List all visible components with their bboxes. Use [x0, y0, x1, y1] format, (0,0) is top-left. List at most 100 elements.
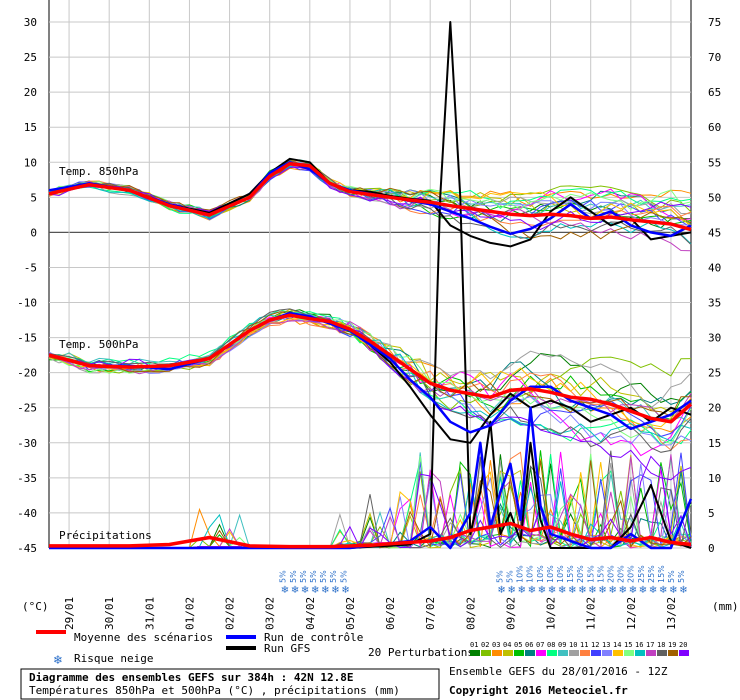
right-tick-label: 10	[708, 472, 721, 485]
x-tick-label: 12/02	[625, 597, 638, 630]
perturbation-number: 05	[514, 641, 522, 649]
x-tick-label: 09/02	[504, 597, 517, 630]
snow-risk-b-pct: 10%	[526, 565, 535, 583]
series-mean-precip	[49, 521, 692, 549]
x-axis-ticks: 29/01 30/01 31/01 01/02 02/02 03/02 04/02 05/02…	[63, 597, 678, 630]
copyright: Copyright 2016 Meteociel.fr	[449, 684, 628, 697]
perturbation-swatch	[481, 650, 491, 656]
snow-risk-b-pct: 10%	[536, 565, 545, 583]
right-tick-label: 15	[708, 437, 721, 450]
left-tick-label: 20	[24, 86, 37, 99]
snow-risk-a-pct: 5%	[299, 570, 308, 583]
perturbation-swatch	[569, 650, 579, 656]
snow-risk-b-pct: 10%	[516, 565, 525, 583]
snowflake-icon: ❄	[629, 585, 637, 596]
perturbation-swatch	[657, 650, 667, 656]
snowflake-icon: ❄	[598, 585, 606, 596]
series-mean-t500	[48, 313, 693, 424]
chart-subtitle: Températures 850hPa et 500hPa (°C) , pré…	[29, 684, 400, 697]
x-tick-label: 02/02	[224, 597, 237, 630]
x-tick-label: 05/02	[344, 597, 357, 630]
x-tick-label: 31/01	[143, 597, 156, 630]
snowflake-icon: ❄	[679, 585, 687, 596]
chart-title: Diagramme des ensembles GEFS sur 384h : …	[29, 671, 354, 684]
snow-risk-b-pct: 25%	[647, 565, 656, 583]
snow-risk-b-pct: 5%	[506, 570, 515, 583]
perturbation-number: 15	[624, 641, 632, 649]
perturbation-color-legend: 01 02 03 04 05 06 07 08 09 10 11 12 13 14 15 16 17 18 19 20	[470, 641, 689, 656]
x-tick-label: 06/02	[384, 597, 397, 630]
snowflake-icon: ❄	[659, 585, 667, 596]
x-tick-label: 01/02	[183, 597, 196, 630]
left-tick-label: -30	[17, 437, 37, 450]
snowflake-icon: ❄	[291, 585, 299, 596]
perturbation-number: 18	[657, 641, 665, 649]
x-tick-label: 10/02	[545, 597, 558, 630]
snow-risk-a-pct: 5%	[319, 570, 328, 583]
snow-risk-b-pct: 20%	[576, 565, 585, 583]
legend-mean-label: Moyenne des scénarios	[74, 631, 213, 644]
snowflake-icon: ❄	[649, 585, 657, 596]
snow-risk-b-pct: 10%	[556, 565, 565, 583]
perturbation-swatch	[602, 650, 612, 656]
snowflake-icon: ❄	[528, 585, 536, 596]
snow-risk-a-pct: 5%	[309, 570, 318, 583]
snow-risk-b-pct: 15%	[596, 565, 605, 583]
perturbation-swatch	[679, 650, 689, 656]
snow-risk-b-pct: 5%	[495, 570, 504, 583]
snow-risk-a-pct: 5%	[289, 570, 298, 583]
perturbation-number: 01	[470, 641, 478, 649]
perturbation-swatch	[525, 650, 535, 656]
perturbation-number: 06	[525, 641, 533, 649]
legend-perturbations-label: 20 Perturbations	[368, 646, 474, 659]
perturbation-number: 16	[635, 641, 643, 649]
perturbation-number: 17	[646, 641, 654, 649]
right-tick-label: 60	[708, 121, 721, 134]
snowflake-icon: ❄	[669, 585, 677, 596]
perturbation-number: 12	[591, 641, 599, 649]
left-tick-label: -25	[17, 402, 37, 415]
snow-risk-a-pct: 5%	[339, 570, 348, 583]
snowflake-icon: ❄	[639, 585, 647, 596]
snowflake-icon: ❄	[497, 585, 505, 596]
snow-risk-b-pct: 5%	[677, 570, 686, 583]
snow-risk-b-pct: 25%	[637, 565, 646, 583]
left-axis-unit: (°C)	[22, 600, 49, 613]
x-tick-label: 13/02	[665, 597, 678, 630]
snow-risk-b-pct: 20%	[617, 565, 626, 583]
left-tick-label: -10	[17, 297, 37, 310]
perturbation-18-t500	[48, 308, 692, 453]
legend-snow-label: Risque neige	[74, 652, 153, 665]
left-tick-label: -15	[17, 332, 37, 345]
perturbation-number: 20	[679, 641, 687, 649]
right-tick-label: 65	[708, 86, 721, 99]
perturbation-number: 13	[602, 641, 610, 649]
left-tick-label: -45	[17, 542, 37, 555]
left-tick-label: -20	[17, 367, 37, 380]
perturbation-swatch	[558, 650, 568, 656]
left-axis-ticks: 30 25 20 15 10 5 0 -5 -10 -15 -20 -25 -30 -35 -40 -45	[17, 16, 37, 555]
perturbation-swatch	[514, 650, 524, 656]
left-tick-label: 10	[24, 156, 37, 169]
panel-label-t500: Temp. 500hPa	[59, 338, 138, 351]
legend-gfs-label: Run GFS	[264, 642, 310, 655]
snowflake-icon: ❄	[558, 585, 566, 596]
left-tick-label: -35	[17, 472, 37, 485]
perturbation-swatch	[580, 650, 590, 656]
perturbation-number: 14	[613, 641, 621, 649]
perturbation-18-t850	[48, 159, 692, 246]
x-tick-label: 04/02	[304, 597, 317, 630]
perturbation-number: 04	[503, 641, 511, 649]
perturbation-number: 08	[547, 641, 555, 649]
snowflake-icon: ❄	[311, 585, 319, 596]
right-tick-label: 50	[708, 191, 721, 204]
snowflake-icon: ❄	[508, 585, 516, 596]
left-tick-label: 30	[24, 16, 37, 29]
left-tick-label: -5	[24, 261, 37, 274]
left-tick-label: 0	[30, 226, 37, 239]
snowflake-icon: ❄	[518, 585, 526, 596]
x-tick-label: 29/01	[63, 597, 76, 630]
series-mean-t850	[48, 161, 692, 232]
snowflake-icon: ❄	[578, 585, 586, 596]
